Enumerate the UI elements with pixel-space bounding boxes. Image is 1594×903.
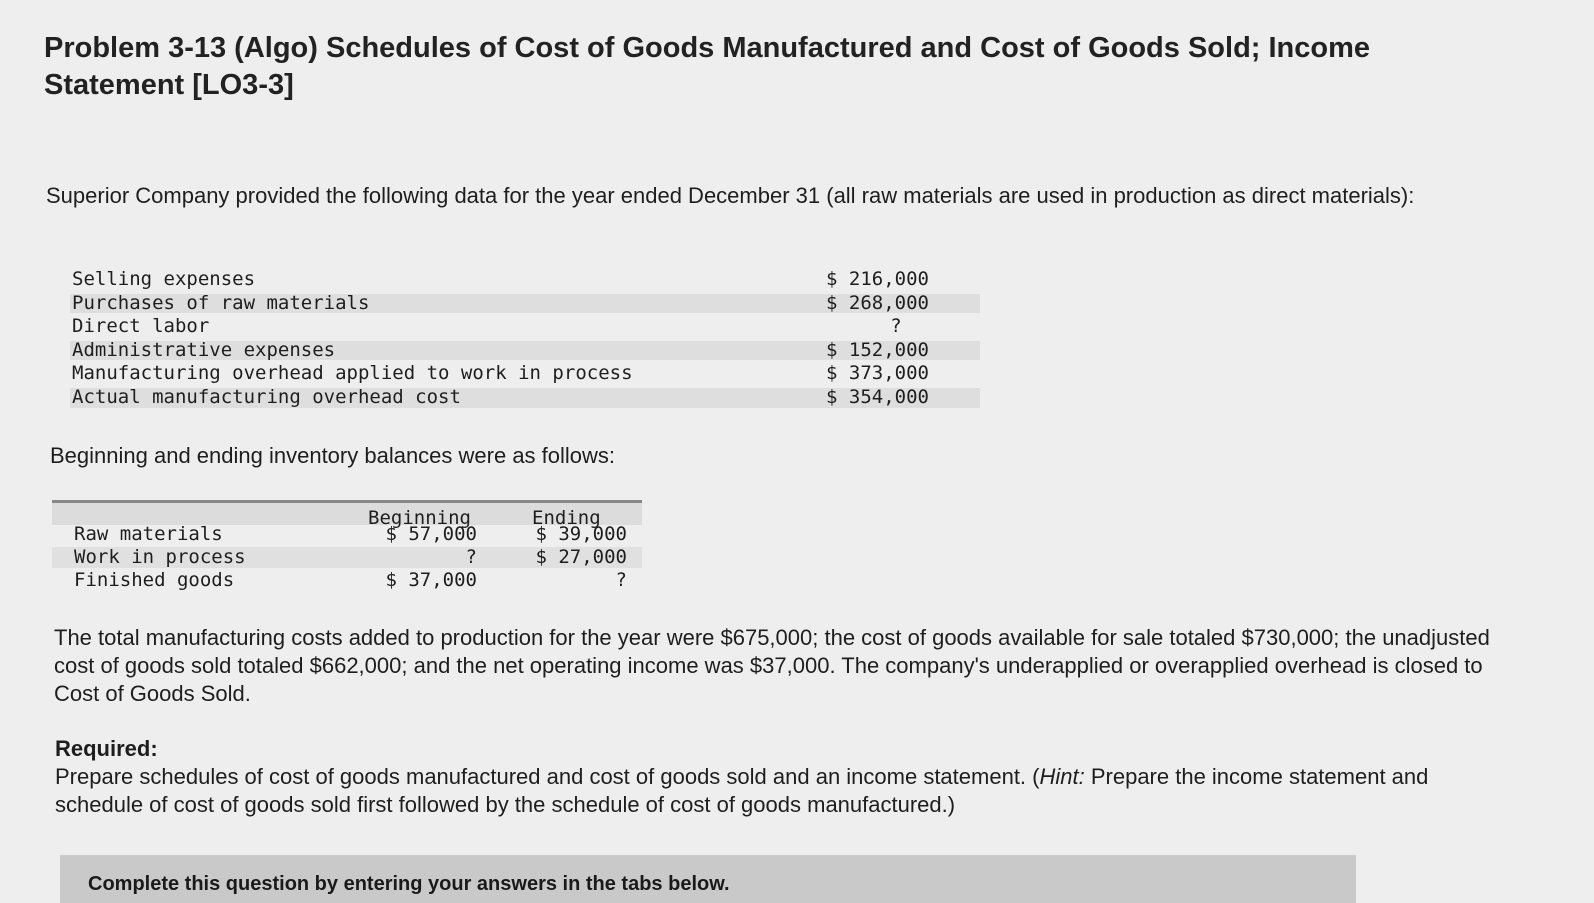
data-row: Manufacturing overhead applied to work i… [70,362,980,386]
data-row-label: Selling expenses [72,268,256,290]
inventory-beginning: $ 37,000 [385,569,477,591]
required-heading: Required: [55,736,158,761]
data-row-value: $ 373,000 [826,362,929,385]
intro-text: Superior Company provided the following … [46,183,1415,208]
table-row: Finished goods $ 37,000 ? [52,569,642,592]
inventory-header: Beginning Ending [52,500,642,533]
data-row-label: Purchases of raw materials [72,291,370,314]
data-row-value: $ 268,000 [826,291,929,314]
data-row: Selling expenses $ 216,000 [70,268,980,292]
required-text: Prepare schedules of cost of goods manuf… [55,764,1429,817]
header-ending: Ending [532,507,601,529]
inventory-table: Beginning Ending Raw materials $ 57,000 … [52,500,642,592]
cost-data-table: Selling expenses $ 216,000 Purchases of … [70,268,980,410]
inventory-beginning: $ 57,000 [385,523,477,545]
data-row-label: Manufacturing overhead applied to work i… [72,362,633,385]
data-row: Administrative expenses $ 152,000 [70,339,980,363]
inventory-label: Raw materials [74,523,223,545]
hint-label: Hint: [1039,764,1085,789]
data-row: Actual manufacturing overhead cost $ 354… [70,386,980,410]
inventory-label: Work in process [74,546,246,568]
data-row-value: $ 216,000 [826,268,929,290]
inventory-beginning: ? [465,546,477,568]
inventory-ending: $ 39,000 [535,523,627,545]
data-row-label: Actual manufacturing overhead cost [72,385,461,408]
data-row: Purchases of raw materials $ 268,000 [70,292,980,316]
problem-title: Problem 3-13 (Algo) Schedules of Cost of… [44,32,1371,101]
answer-instructions: Complete this question by entering your … [88,873,730,895]
problem-paragraph: The total manufacturing costs added to p… [54,625,1490,706]
data-row-value: $ 152,000 [826,338,929,361]
inventory-intro: Beginning and ending inventory balances … [50,443,616,468]
data-row-value: ? [890,315,902,338]
data-row-label: Administrative expenses [72,338,336,361]
inventory-ending: ? [615,569,627,591]
header-beginning: Beginning [368,507,471,529]
answer-tabs-bar: Complete this question by entering your … [60,855,1356,903]
inventory-ending: $ 27,000 [535,546,627,568]
inventory-label: Finished goods [74,569,235,591]
data-row-value: $ 354,000 [826,385,929,408]
data-row-label: Direct labor [72,315,210,338]
required-section: Required: Prepare schedules of cost of g… [55,735,1455,819]
table-row: Work in process ? $ 27,000 [52,546,642,569]
data-row: Direct labor ? [70,315,980,339]
table-row: Raw materials $ 57,000 $ 39,000 [52,523,642,546]
